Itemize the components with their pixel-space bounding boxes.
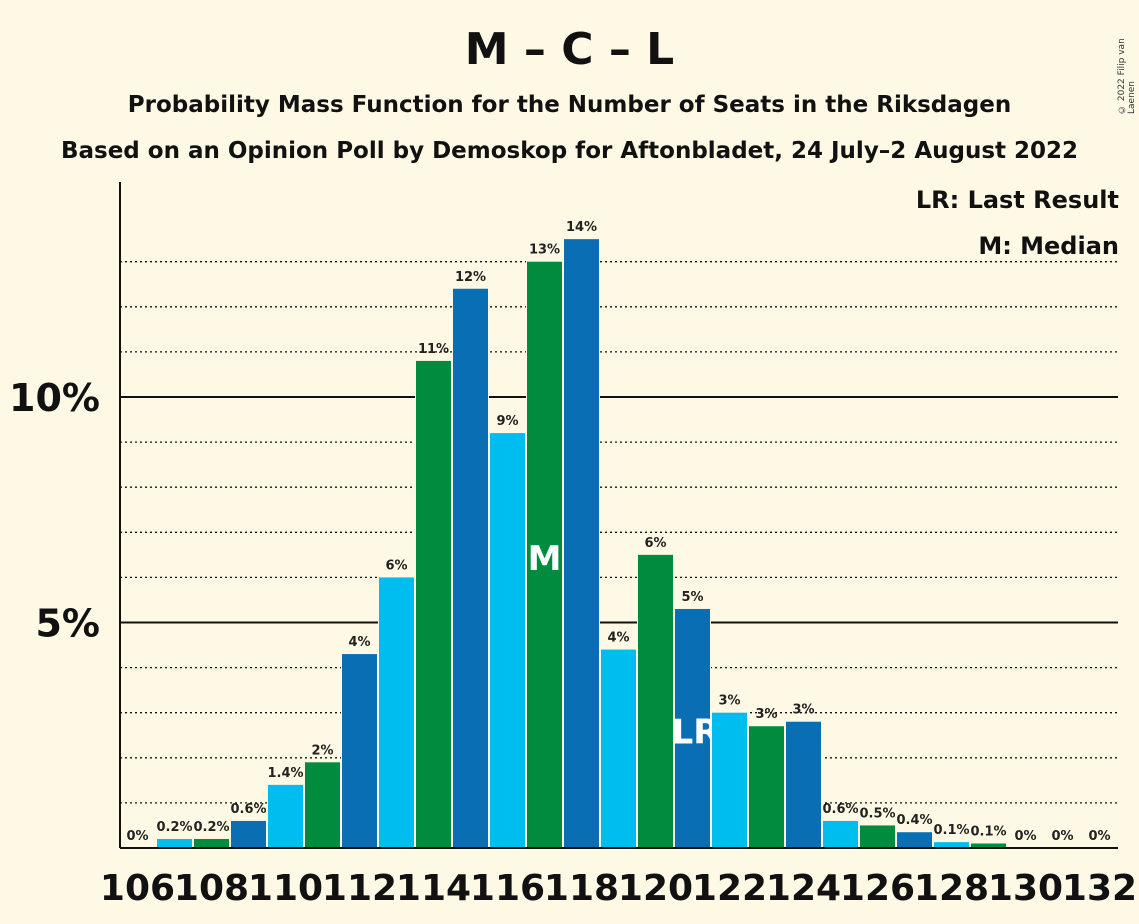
bar (453, 288, 488, 848)
x-tick-label: 124 (766, 868, 841, 909)
bar-value-label: 0% (126, 829, 148, 844)
bar-value-label: 0% (1051, 829, 1073, 844)
bar-value-label: 0% (1014, 829, 1036, 844)
bar-value-label: 11% (418, 342, 449, 357)
bar (675, 608, 710, 848)
bar-value-label: 0.6% (822, 802, 858, 817)
bar (823, 820, 858, 848)
bar-value-label: 0.2% (156, 820, 192, 835)
bar-value-label: 9% (496, 414, 518, 429)
bar (897, 832, 932, 848)
y-tick-label: 10% (9, 376, 100, 420)
bar (379, 577, 414, 848)
bar (490, 433, 525, 848)
legend-median: M: Median (978, 232, 1119, 260)
bar-value-label: 4% (348, 635, 370, 650)
bar-value-label: 6% (385, 558, 407, 573)
bar (860, 825, 895, 848)
x-tick-label: 112 (322, 868, 397, 909)
bar (971, 843, 1006, 848)
bar-value-label: 0.5% (859, 806, 895, 821)
bar (416, 360, 451, 848)
bar (749, 726, 784, 848)
x-tick-label: 108 (174, 868, 249, 909)
legend-last-result: LR: Last Result (915, 186, 1119, 214)
x-tick-label: 114 (396, 868, 471, 909)
x-tick-label: 116 (470, 868, 545, 909)
axes: 5%10%10610811011211411611812012212412612… (9, 182, 1137, 909)
chart-subtitle: Probability Mass Function for the Number… (127, 92, 1012, 118)
bar-value-label: 0.1% (970, 824, 1006, 839)
x-tick-label: 128 (914, 868, 989, 909)
x-tick-label: 132 (1062, 868, 1137, 909)
bar (342, 654, 377, 848)
bar (638, 554, 673, 848)
bar-value-label: 0.2% (193, 820, 229, 835)
x-tick-label: 110 (248, 868, 323, 909)
bar-value-label: 13% (529, 243, 560, 258)
bar-value-label: 0.1% (933, 823, 969, 838)
bar (157, 838, 192, 848)
x-tick-label: 126 (840, 868, 915, 909)
bar-value-label: 4% (607, 631, 629, 646)
bar (305, 762, 340, 848)
chart-title: M – C – L (464, 24, 675, 75)
bar-value-label: 14% (566, 220, 597, 235)
bar (231, 820, 266, 848)
bar-value-label: 3% (792, 703, 814, 718)
x-tick-label: 122 (692, 868, 767, 909)
bar (194, 838, 229, 848)
grid-lines (120, 261, 1118, 804)
bar (268, 784, 303, 848)
chart-subtitle-source: Based on an Opinion Poll by Demoskop for… (60, 138, 1079, 164)
bar-value-label: 12% (455, 270, 486, 285)
y-tick-label: 5% (35, 602, 100, 646)
bar-value-label: 2% (311, 743, 333, 758)
x-tick-label: 120 (618, 868, 693, 909)
bars: 0%0.2% 0.2%0.6%1.4%2%4%6%11%12%9%13%M14%4… (126, 220, 1111, 848)
x-tick-label: 118 (544, 868, 619, 909)
bar (934, 842, 969, 848)
bar-value-label: 5% (681, 590, 703, 605)
bar-value-label: 0.6% (230, 802, 266, 817)
bar (564, 239, 599, 848)
bar (712, 712, 747, 848)
bar-value-label: 3% (718, 694, 740, 709)
bar-value-label: 1.4% (267, 766, 303, 781)
bar-value-label: 0% (1088, 829, 1110, 844)
bar-value-label: 6% (644, 536, 666, 551)
bar (601, 649, 636, 848)
bar (786, 721, 821, 848)
median-marker: M (528, 539, 562, 579)
bar-value-label: 0.4% (896, 813, 932, 828)
bar (527, 261, 562, 848)
x-tick-label: 130 (988, 868, 1063, 909)
x-tick-label: 106 (100, 868, 175, 909)
bar-value-label: 3% (755, 707, 777, 722)
